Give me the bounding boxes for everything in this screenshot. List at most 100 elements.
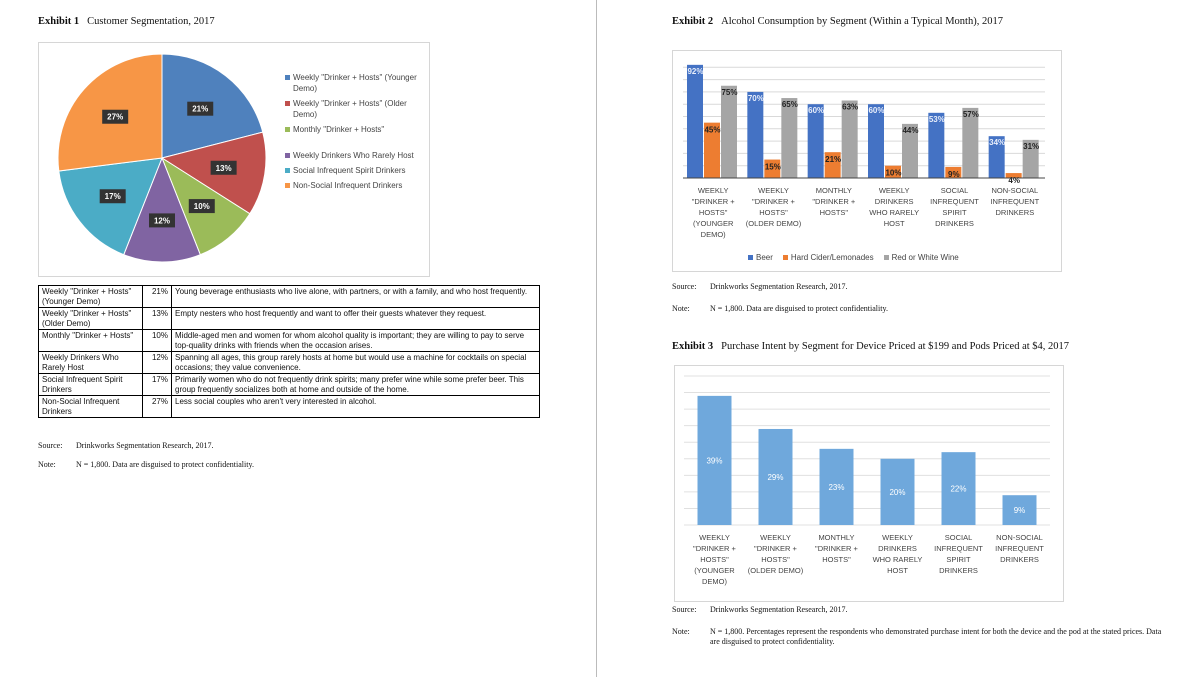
bar-data-label: 31% <box>1023 142 1039 151</box>
legend-swatch <box>883 255 889 260</box>
category-label: NON-SOCIAL <box>996 533 1043 542</box>
pie-data-label-bg <box>99 189 126 204</box>
bar-data-label: 45% <box>704 126 720 135</box>
pie-data-label-bg <box>187 101 214 116</box>
bar-data-label: 60% <box>808 106 824 115</box>
category-label: DEMO) <box>702 577 728 586</box>
bar-beer <box>687 64 703 178</box>
bar-beer <box>868 104 884 178</box>
category-label: "DRINKER + <box>752 197 795 206</box>
category-label: HOSTS" <box>700 555 729 564</box>
source-label: Source: <box>672 605 697 614</box>
legend-swatch <box>285 101 290 106</box>
legend-swatch <box>285 75 290 80</box>
exhibit3-title: Exhibit 3 Purchase Intent by Segment for … <box>672 341 1069 352</box>
legend-item: Monthly "Drinker + Hosts" <box>285 124 420 135</box>
category-label: INFREQUENT <box>990 197 1039 206</box>
legend-label: Hard Cider/Lemonades <box>790 253 874 262</box>
bar-purchase-intent <box>819 448 854 525</box>
bar-beer <box>747 91 764 178</box>
category-label: HOST <box>884 219 905 228</box>
category-label: (OLDER DEMO) <box>746 219 802 228</box>
bar-red-or-white-wine <box>781 98 798 178</box>
category-label: INFREQUENT <box>930 197 979 206</box>
pie-slice <box>123 156 201 263</box>
category-label: DRINKERS <box>935 219 974 228</box>
exhibit2-title-text: Alcohol Consumption by Segment (Within a… <box>721 16 1003 27</box>
pie-data-label: 13% <box>216 164 232 173</box>
bar-data-label: 4% <box>1008 176 1020 185</box>
bar-data-label: 9% <box>1014 506 1026 515</box>
category-label: DRINKERS <box>995 208 1034 217</box>
category-label: (OLDER DEMO) <box>748 566 804 575</box>
pie-data-label-bg <box>149 213 175 228</box>
category-label: HOST <box>887 566 908 575</box>
category-label: HOSTS" <box>761 555 790 564</box>
bar-data-label: 63% <box>842 103 858 112</box>
exhibit1-label: Exhibit 1 <box>38 16 80 27</box>
exhibit1-source: Source: Drinkworks Segmentation Research,… <box>38 441 214 450</box>
bar-red-or-white-wine <box>841 100 858 178</box>
category-label: MONTHLY <box>818 533 854 542</box>
category-label: HOSTS" <box>759 208 788 217</box>
exhibit3-source: Source: Drinkworks Segmentation Research,… <box>672 605 848 614</box>
pie-slice <box>58 157 163 256</box>
category-label: SPIRIT <box>942 208 967 217</box>
bar-data-label: 20% <box>889 488 905 497</box>
category-label: DRINKERS <box>878 544 917 553</box>
pie-data-label-bg <box>188 199 215 214</box>
pct-cell: 17% <box>142 373 172 396</box>
source-label: Source: <box>38 441 63 450</box>
category-label: HOSTS" <box>699 208 728 217</box>
table-row: Weekly Drinkers Who Rarely Host 12% Spanni… <box>38 351 540 374</box>
category-label: INFREQUENT <box>934 544 983 553</box>
bar-hard-cider-lemonades <box>764 159 781 178</box>
exhibit3-label: Exhibit 3 <box>672 341 714 352</box>
pct-cell: 13% <box>142 307 172 330</box>
category-label: (YOUNGER <box>693 219 734 228</box>
category-label: (YOUNGER <box>694 566 735 575</box>
bar-chart-2-legend: Beer Hard Cider/Lemonades Red or White Win… <box>748 253 959 262</box>
description-cell: Young beverage enthusiasts who live alon… <box>171 285 540 308</box>
legend-item: Social Infrequent Spirit Drinkers <box>285 165 420 176</box>
bar-hard-cider-lemonades <box>704 122 720 178</box>
note-label: Note: <box>672 304 690 313</box>
category-label: WHO RARELY <box>873 555 923 564</box>
legend-label: Social Infrequent Spirit Drinkers <box>293 166 406 175</box>
legend-item: Weekly "Drinker + Hosts" (Older Demo) <box>285 98 420 120</box>
bar-data-label: 9% <box>948 170 960 179</box>
legend-label: Non-Social Infrequent Drinkers <box>293 181 403 190</box>
source-text: Drinkworks Segmentation Research, 2017. <box>76 441 214 450</box>
bar-data-label: 70% <box>748 94 764 103</box>
legend-label: Weekly "Drinker + Hosts" (Older Demo) <box>293 99 407 119</box>
bar-chart-3-box <box>674 365 1064 602</box>
category-label: WEEKLY <box>879 186 910 195</box>
pie-data-label: 10% <box>194 202 210 211</box>
note-label: Note: <box>672 627 690 636</box>
bar-beer <box>988 136 1005 178</box>
category-label: SOCIAL <box>941 186 969 195</box>
description-cell: Spanning all ages, this group rarely hos… <box>171 351 540 374</box>
category-label: "DRINKER + <box>692 197 735 206</box>
bar-data-label: 23% <box>828 483 844 492</box>
exhibit1-title-text: Customer Segmentation, 2017 <box>87 16 215 27</box>
legend-swatch <box>285 183 290 188</box>
category-label: "DRINKER + <box>693 544 736 553</box>
pie-data-label-bg <box>102 109 129 124</box>
pie-data-label: 12% <box>154 216 170 225</box>
bar-data-label: 65% <box>782 100 798 109</box>
pie-data-label: 27% <box>107 113 123 122</box>
exhibit3-title-text: Purchase Intent by Segment for Device Pr… <box>721 341 1070 352</box>
exhibit1-note: Note: N = 1,800. Data are disguised to pr… <box>38 460 254 469</box>
pct-cell: 10% <box>142 329 172 352</box>
note-text: N = 1,800. Data are disguised to protect… <box>76 460 254 469</box>
category-label: "DRINKER + <box>812 197 855 206</box>
legend-item: Red or White Wine <box>883 253 959 262</box>
legend-swatch <box>285 127 290 132</box>
legend-label: Red or White Wine <box>891 253 959 262</box>
legend-label: Beer <box>756 253 773 262</box>
table-row: Monthly "Drinker + Hosts" 10% Middle-aged … <box>38 329 540 352</box>
legend-swatch <box>748 255 753 260</box>
category-label: SOCIAL <box>945 533 973 542</box>
note-text: N = 1,800. Percentages represent the res… <box>710 627 1162 646</box>
